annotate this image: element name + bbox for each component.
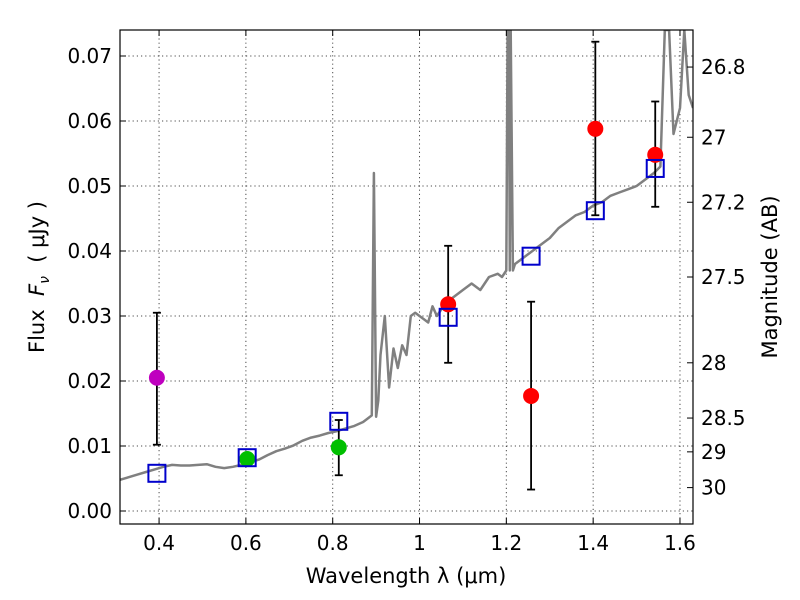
model-point: [521, 246, 541, 266]
y-tick-label: 0.07: [67, 44, 112, 68]
magnitude-tick-label: 27.5: [701, 265, 746, 289]
model-point: [147, 463, 167, 483]
x-tick-label: 1.4: [577, 531, 609, 555]
y-tick-label: 0.01: [67, 434, 112, 458]
model-point: [438, 307, 458, 327]
x-tick-label: 1.2: [490, 531, 522, 555]
x-tick-label: 1.6: [664, 531, 696, 555]
magnitude-tick-label: 27.2: [701, 190, 746, 214]
x-axis-label: Wavelength λ (μm): [306, 564, 507, 588]
y-tick-label: 0.04: [67, 239, 112, 263]
model-point: [645, 158, 665, 178]
grid-layer: [120, 30, 693, 524]
observed-points: [148, 120, 664, 467]
x-tick-label: 0.8: [317, 531, 349, 555]
observed-point: [587, 120, 604, 137]
model-points: [147, 158, 665, 483]
magnitude-tick-label: 29: [701, 440, 726, 464]
y-tick-label: 0.06: [67, 109, 112, 133]
magnitude-tick-label: 28: [701, 351, 726, 375]
observed-point: [330, 439, 347, 456]
error-bars: [152, 40, 660, 491]
model-point: [329, 411, 349, 431]
magnitude-tick-label: 27: [701, 125, 726, 149]
template-spectrum-line: [120, 30, 693, 481]
y-tick-label: 0.05: [67, 174, 112, 198]
model-point: [585, 201, 605, 221]
x-tick-label: 0.4: [143, 531, 175, 555]
x-tick-label: 1: [413, 531, 426, 555]
model-point: [237, 448, 257, 468]
magnitude-tick-label: 28.5: [701, 406, 746, 430]
observed-point: [647, 146, 664, 163]
y-tick-label: 0.03: [67, 304, 112, 328]
x-tick-label: 0.6: [230, 531, 262, 555]
observed-point: [239, 451, 256, 467]
y-axis-label: Flux Fν ( μJy ): [25, 201, 53, 353]
magnitude-tick-label: 26.8: [701, 55, 746, 79]
y-tick-label: 0.00: [67, 499, 112, 523]
observed-point: [523, 387, 540, 404]
plot-area: [120, 30, 693, 491]
magnitude-tick-label: 30: [701, 476, 726, 500]
y2-axis-label: Magnitude (AB): [758, 195, 782, 358]
axis-ticks: 0.4 0.6 0.8 1 1.2 1.4 1.6 0.00 0.01 0.02 0.03 0.04 0…: [67, 30, 746, 555]
y-tick-label: 0.02: [67, 369, 112, 393]
plot-frame: [119, 29, 694, 525]
observed-point: [148, 369, 165, 386]
